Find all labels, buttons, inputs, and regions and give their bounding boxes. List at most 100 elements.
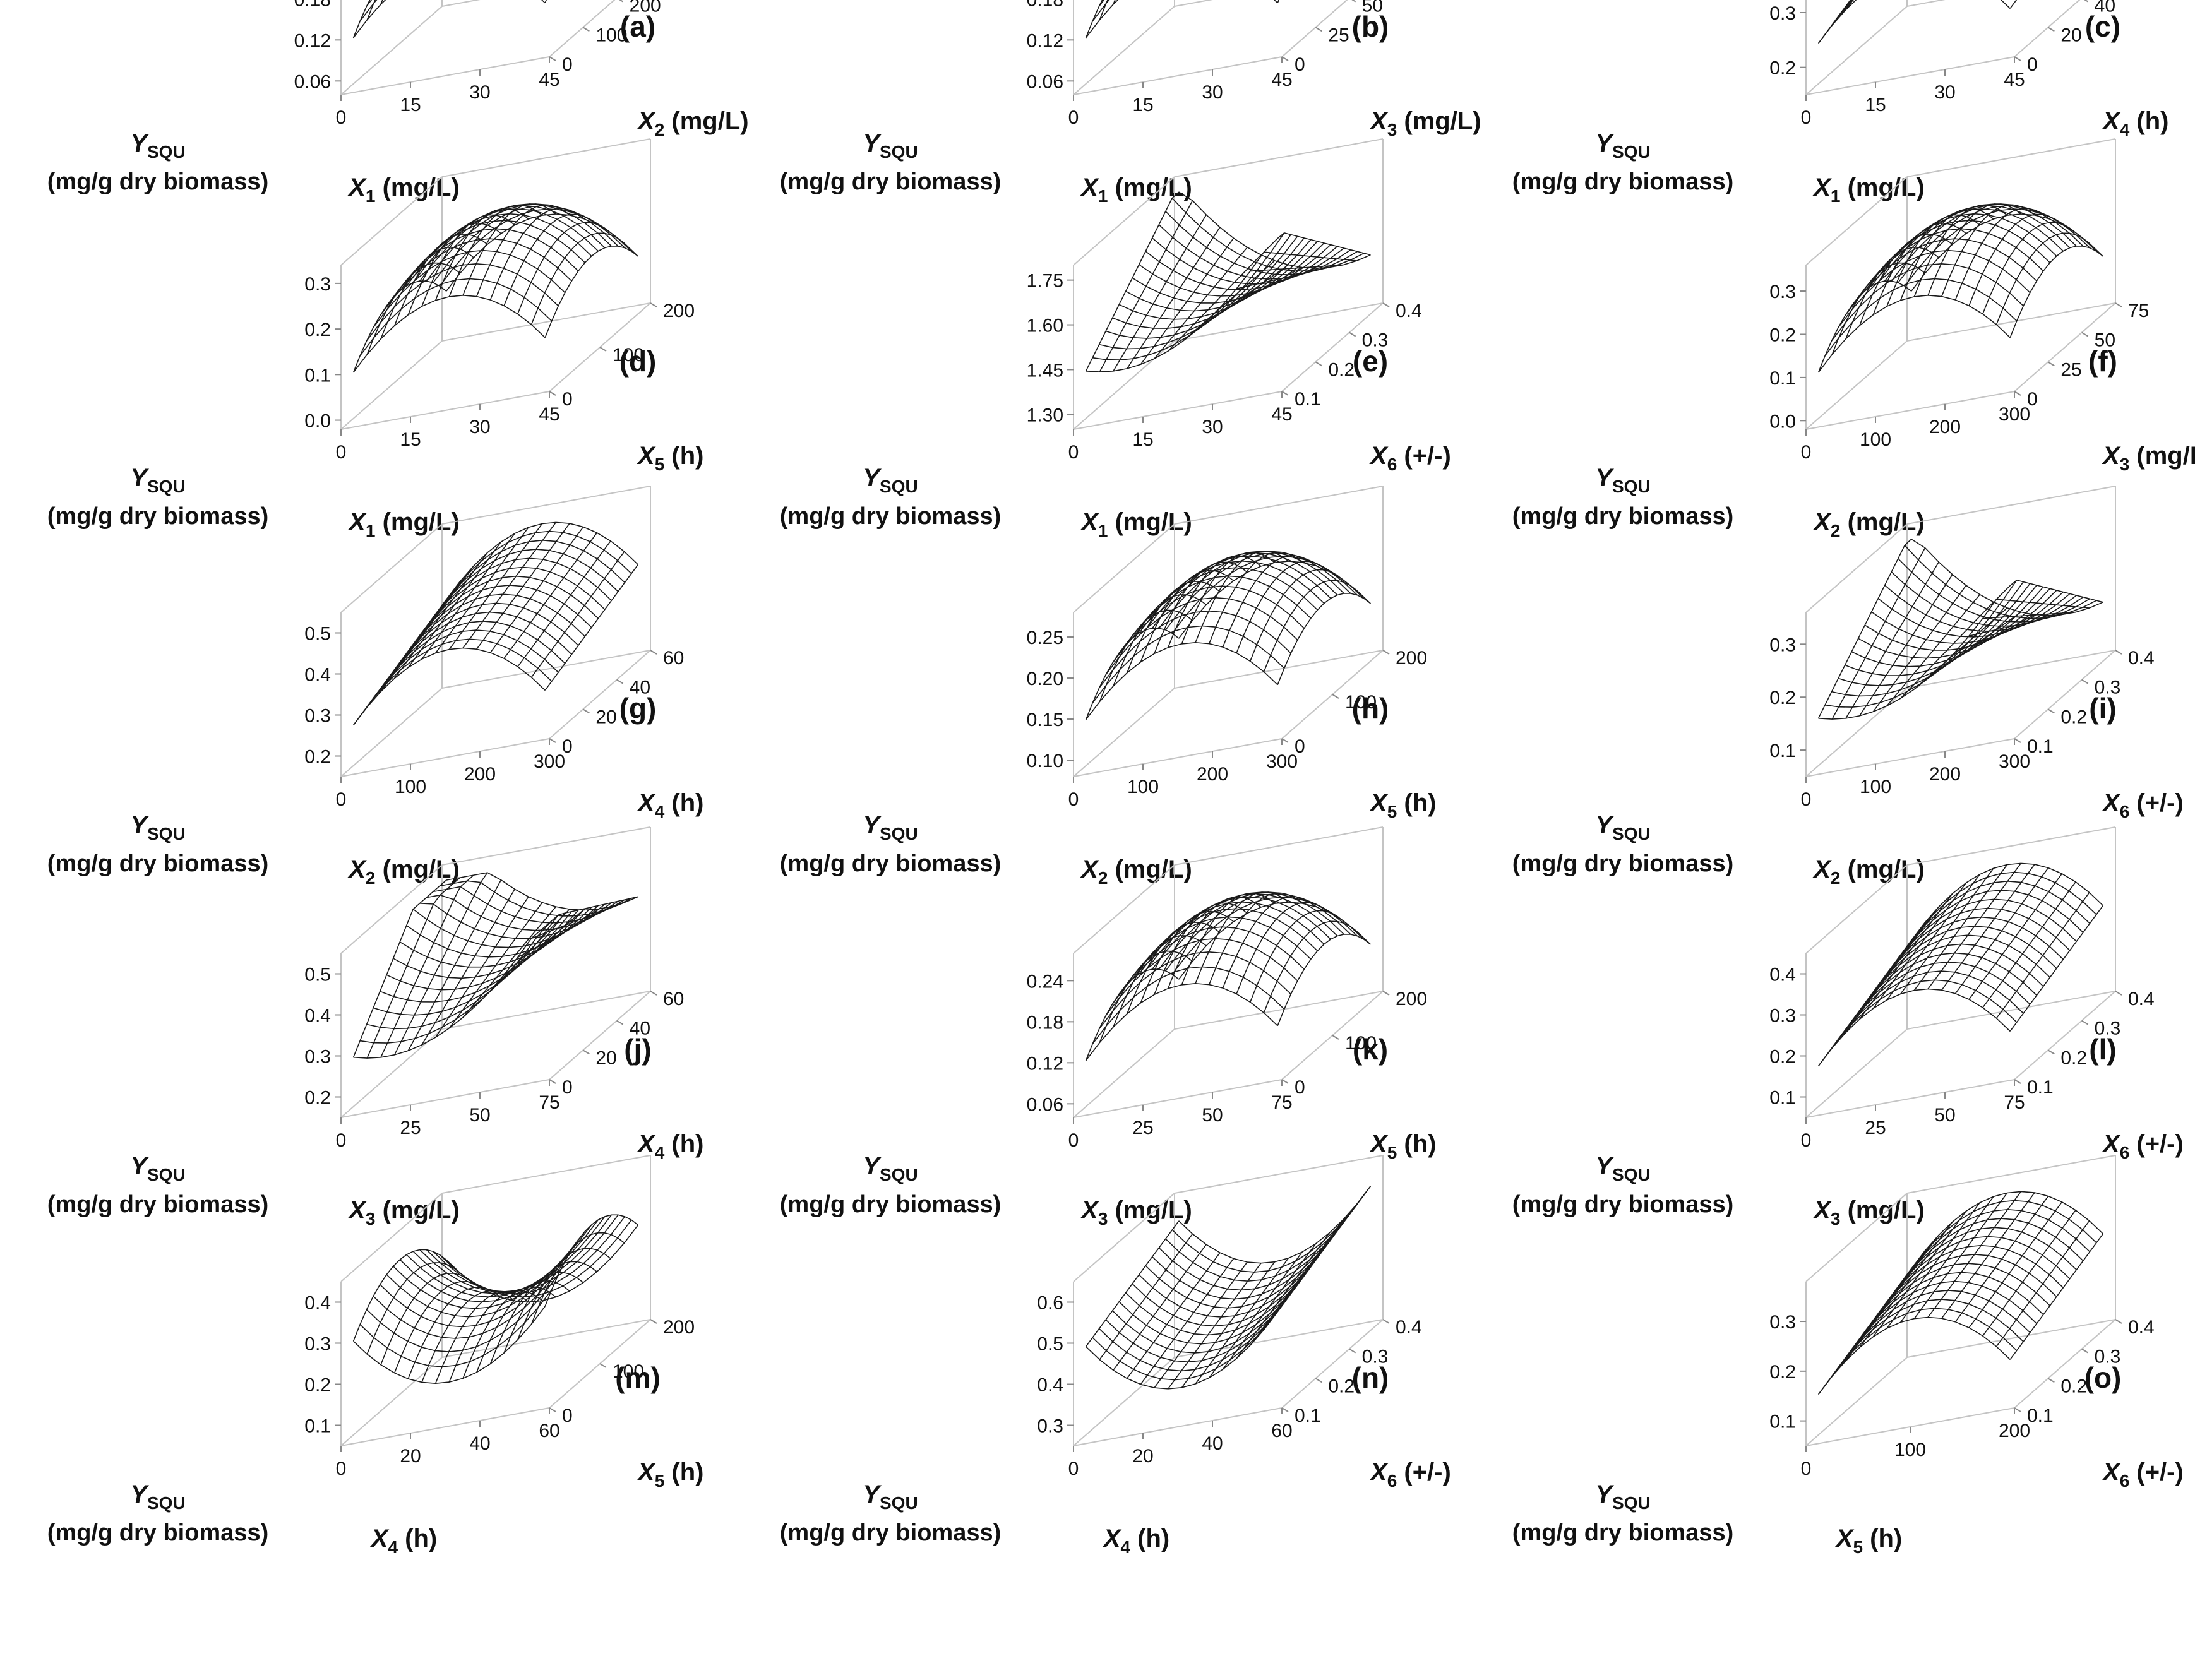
z-tick-label: 25 [1328, 25, 1349, 45]
z-tick-label: 0.4 [2128, 1317, 2155, 1338]
surface-line [426, 894, 619, 931]
x-axis-title: X1 (mg/L) [1812, 174, 1925, 206]
z-tick [1315, 361, 1322, 367]
box-edge [1073, 1028, 1175, 1118]
surface-line [359, 920, 553, 1044]
x-tick-label: 0 [336, 107, 347, 128]
surface-line [1884, 203, 2077, 282]
box-edge [1805, 391, 2015, 430]
surface-line [1195, 891, 1289, 984]
surface-line [352, 294, 546, 373]
surface-line [1085, 0, 1278, 39]
box-edge [1281, 0, 1348, 57]
y-tick-label: 0.10 [1027, 751, 1063, 771]
surface-line [1858, 220, 2050, 298]
z-tick-label: 60 [663, 989, 684, 1010]
z-tick-label: 0 [562, 1077, 573, 1098]
box-edge [1805, 6, 1908, 95]
x-tick-label: 30 [1202, 417, 1223, 438]
box-edge [1073, 738, 1283, 777]
surface-line [1845, 0, 1854, 10]
z-tick [582, 1049, 590, 1055]
panel-c: (c)YSQU(mg/g dry biomass)0.20.30.4015304… [1512, 0, 2168, 206]
surface-line [1904, 871, 2097, 950]
surface-line [1250, 910, 1344, 1003]
y-tick-label: 0.3 [304, 706, 331, 727]
box-edge [1174, 302, 1384, 342]
surface-mesh [352, 872, 638, 1059]
z-tick [1281, 738, 1289, 743]
surface-line [1178, 1186, 1372, 1264]
y-axis-unit: (mg/g dry biomass) [780, 1191, 1002, 1218]
surface-line [1105, 235, 1298, 339]
box-edge [340, 176, 443, 266]
y-tick-label: 0.1 [304, 365, 331, 386]
surface-line [1831, 0, 1853, 26]
surface-line [1824, 1308, 2018, 1386]
y-tick-label: 0.0 [1769, 411, 1796, 432]
panel-k: (k) YSQU (mg/g dry biomass) 0.06 0.12 0.18 0.2… [780, 826, 1436, 1229]
surface-line [1884, 898, 2077, 977]
z-tick [2014, 1407, 2021, 1412]
x-tick-label: 45 [1271, 404, 1292, 425]
y-axis-unit: (mg/g dry biomass) [1512, 169, 1734, 195]
surface-line [399, 1224, 592, 1302]
z-tick [549, 738, 556, 743]
x-tick-label: 300 [1999, 751, 2030, 772]
box-edge [340, 340, 443, 430]
z-tick-label: 0.1 [1295, 1405, 1321, 1426]
surface-line [1092, 1302, 1285, 1381]
y-axis-title: YSQU [1595, 1152, 1650, 1184]
surface-line [1085, 982, 1278, 1061]
surface-line [1817, 1316, 2011, 1395]
y-axis-title: YSQU [130, 1152, 185, 1184]
surface-line [359, 638, 553, 717]
z-tick-label: 0.3 [2095, 1347, 2121, 1367]
box-edge [1805, 176, 1908, 266]
surface-line [406, 1219, 599, 1298]
surface-line [446, 1224, 639, 1303]
surface-line [517, 222, 611, 314]
x-tick-label: 40 [469, 1433, 490, 1454]
z-tick [1281, 1407, 1289, 1412]
z-tick-label: 0.2 [2060, 1047, 2087, 1068]
x-tick-label: 100 [1127, 777, 1159, 797]
box-edge [1174, 650, 1384, 689]
y-axis-title: YSQU [863, 1152, 918, 1184]
x-tick-label: 45 [539, 404, 559, 425]
surface-line [352, 647, 546, 726]
box-edge [2014, 0, 2081, 57]
box-edge [1073, 688, 1175, 777]
z-tick [2115, 302, 2122, 307]
surface-mesh [1817, 0, 2018, 44]
surface-line [1851, 943, 2044, 1022]
x-tick-label: 15 [1132, 95, 1153, 116]
y-tick-label: 0.4 [304, 1293, 331, 1314]
box-edge [1906, 486, 2116, 525]
surface-line [446, 872, 638, 911]
surface-line [1884, 585, 2077, 632]
z-tick [1332, 1035, 1339, 1040]
surface-line [1838, 0, 1851, 17]
box-edge [340, 391, 550, 430]
y-tick-label: 0.2 [1769, 58, 1796, 79]
y-axis-title: YSQU [1595, 464, 1650, 496]
surface-line [1139, 1239, 1331, 1318]
surface-line [380, 238, 572, 316]
box-edge [1073, 523, 1175, 613]
surface-line [440, 880, 632, 917]
surface-line [1851, 587, 2044, 667]
z-tick-label: 0 [562, 389, 573, 410]
panel-label: (f) [2088, 345, 2117, 378]
panel-o: (o) YSQU (mg/g dry biomass) 0.1 0.2 0.3 0 100 20… [1512, 1155, 2184, 1557]
box-edge [1073, 1193, 1175, 1282]
y-axis-unit: (mg/g dry biomass) [780, 503, 1002, 530]
x-tick-label: 15 [1865, 95, 1886, 116]
z-tick-label: 0.1 [2027, 1405, 2054, 1426]
z-tick-label: 0.4 [1396, 1317, 1422, 1338]
surface-line [1171, 556, 1365, 634]
y-tick-label: 0.18 [294, 0, 331, 10]
surface-line [1132, 242, 1325, 304]
x-tick-label: 75 [2004, 1092, 2025, 1113]
